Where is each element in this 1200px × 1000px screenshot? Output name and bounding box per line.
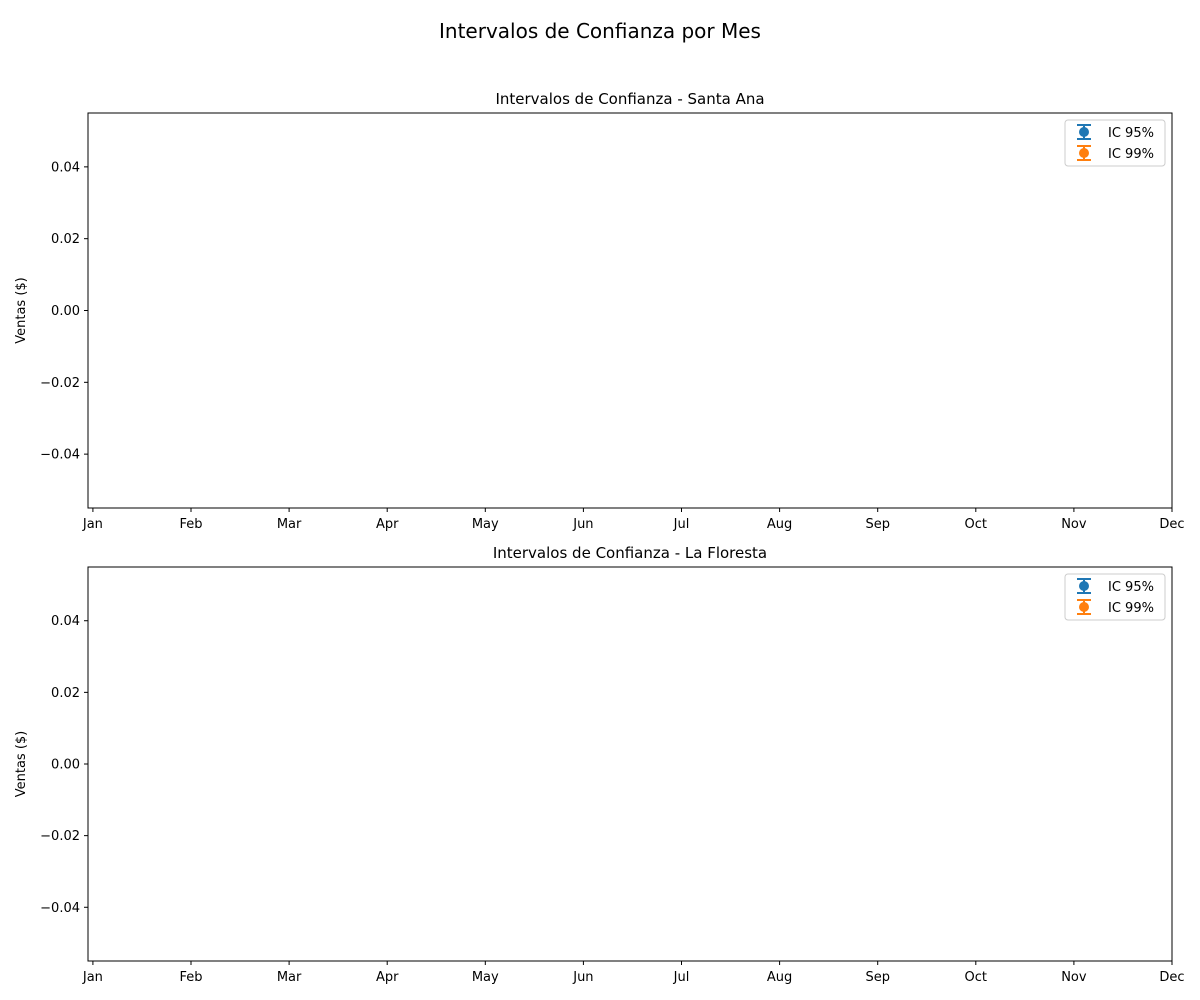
x-tick-label: Feb [179,517,202,532]
y-tick-label: 0.04 [51,614,80,629]
chart-title: Intervalos de Confianza - La Floresta [493,544,767,562]
legend-entry-label: IC 95% [1108,580,1154,595]
y-tick-label: 0.04 [51,160,80,175]
charts-container: Intervalos de Confianza - Santa Ana −0.04… [14,90,1185,985]
x-tick-label: Oct [965,517,987,532]
figure-suptitle: Intervalos de Confianza por Mes [439,19,761,43]
y-tick-label: 0.00 [51,758,80,773]
x-tick-label: Mar [277,970,302,985]
legend-box [1064,573,1166,621]
legend-marker-icon [1079,602,1089,612]
y-tick-label: −0.04 [40,901,80,916]
x-tick-label: Dec [1159,970,1184,985]
y-tick-label: 0.02 [51,686,80,701]
x-tick-label: Dec [1159,517,1184,532]
x-tick-label: Aug [767,970,792,985]
chart-panel-2: Intervalos de Confianza - La Floresta −0.… [14,544,1185,985]
chart-title: Intervalos de Confianza - Santa Ana [495,90,764,108]
y-tick-label: −0.02 [40,376,80,391]
legend-marker-icon [1079,581,1089,591]
y-tick-label: −0.02 [40,829,80,844]
x-tick-label: May [472,970,499,985]
chart-panel-1: Intervalos de Confianza - Santa Ana −0.04… [14,90,1185,532]
plot-area-frame [87,566,1173,962]
x-tick-label: May [472,517,499,532]
y-tick-label: −0.04 [40,448,80,463]
legend-marker-icon [1079,127,1089,137]
x-tick-label: Nov [1061,517,1087,532]
plot-area-frame [87,112,1173,509]
x-tick-label: Nov [1061,970,1087,985]
legend: IC 95% IC 99% [1064,119,1166,167]
x-tick-label: Jun [572,970,593,985]
x-tick-label: Jan [82,517,103,532]
legend-entry-label: IC 99% [1108,601,1154,616]
x-tick-label: Jul [673,517,690,532]
y-axis-label: Ventas ($) [14,277,29,344]
x-tick-label: Jul [673,970,690,985]
x-tick-label: Feb [179,970,202,985]
legend: IC 95% IC 99% [1064,573,1166,621]
legend-box [1064,119,1166,167]
y-tick-label: 0.02 [51,232,80,247]
x-tick-label: Sep [865,517,890,532]
x-tick-label: Apr [376,517,399,532]
legend-entry-label: IC 95% [1108,126,1154,141]
legend-entry-label: IC 99% [1108,147,1154,162]
x-tick-label: Sep [865,970,890,985]
x-tick-label: Jan [82,970,103,985]
y-tick-label: 0.00 [51,304,80,319]
y-axis-label: Ventas ($) [14,731,29,798]
legend-marker-icon [1079,148,1089,158]
x-tick-label: Apr [376,970,399,985]
x-tick-label: Oct [965,970,987,985]
x-tick-label: Aug [767,517,792,532]
x-tick-label: Mar [277,517,302,532]
x-tick-label: Jun [572,517,593,532]
